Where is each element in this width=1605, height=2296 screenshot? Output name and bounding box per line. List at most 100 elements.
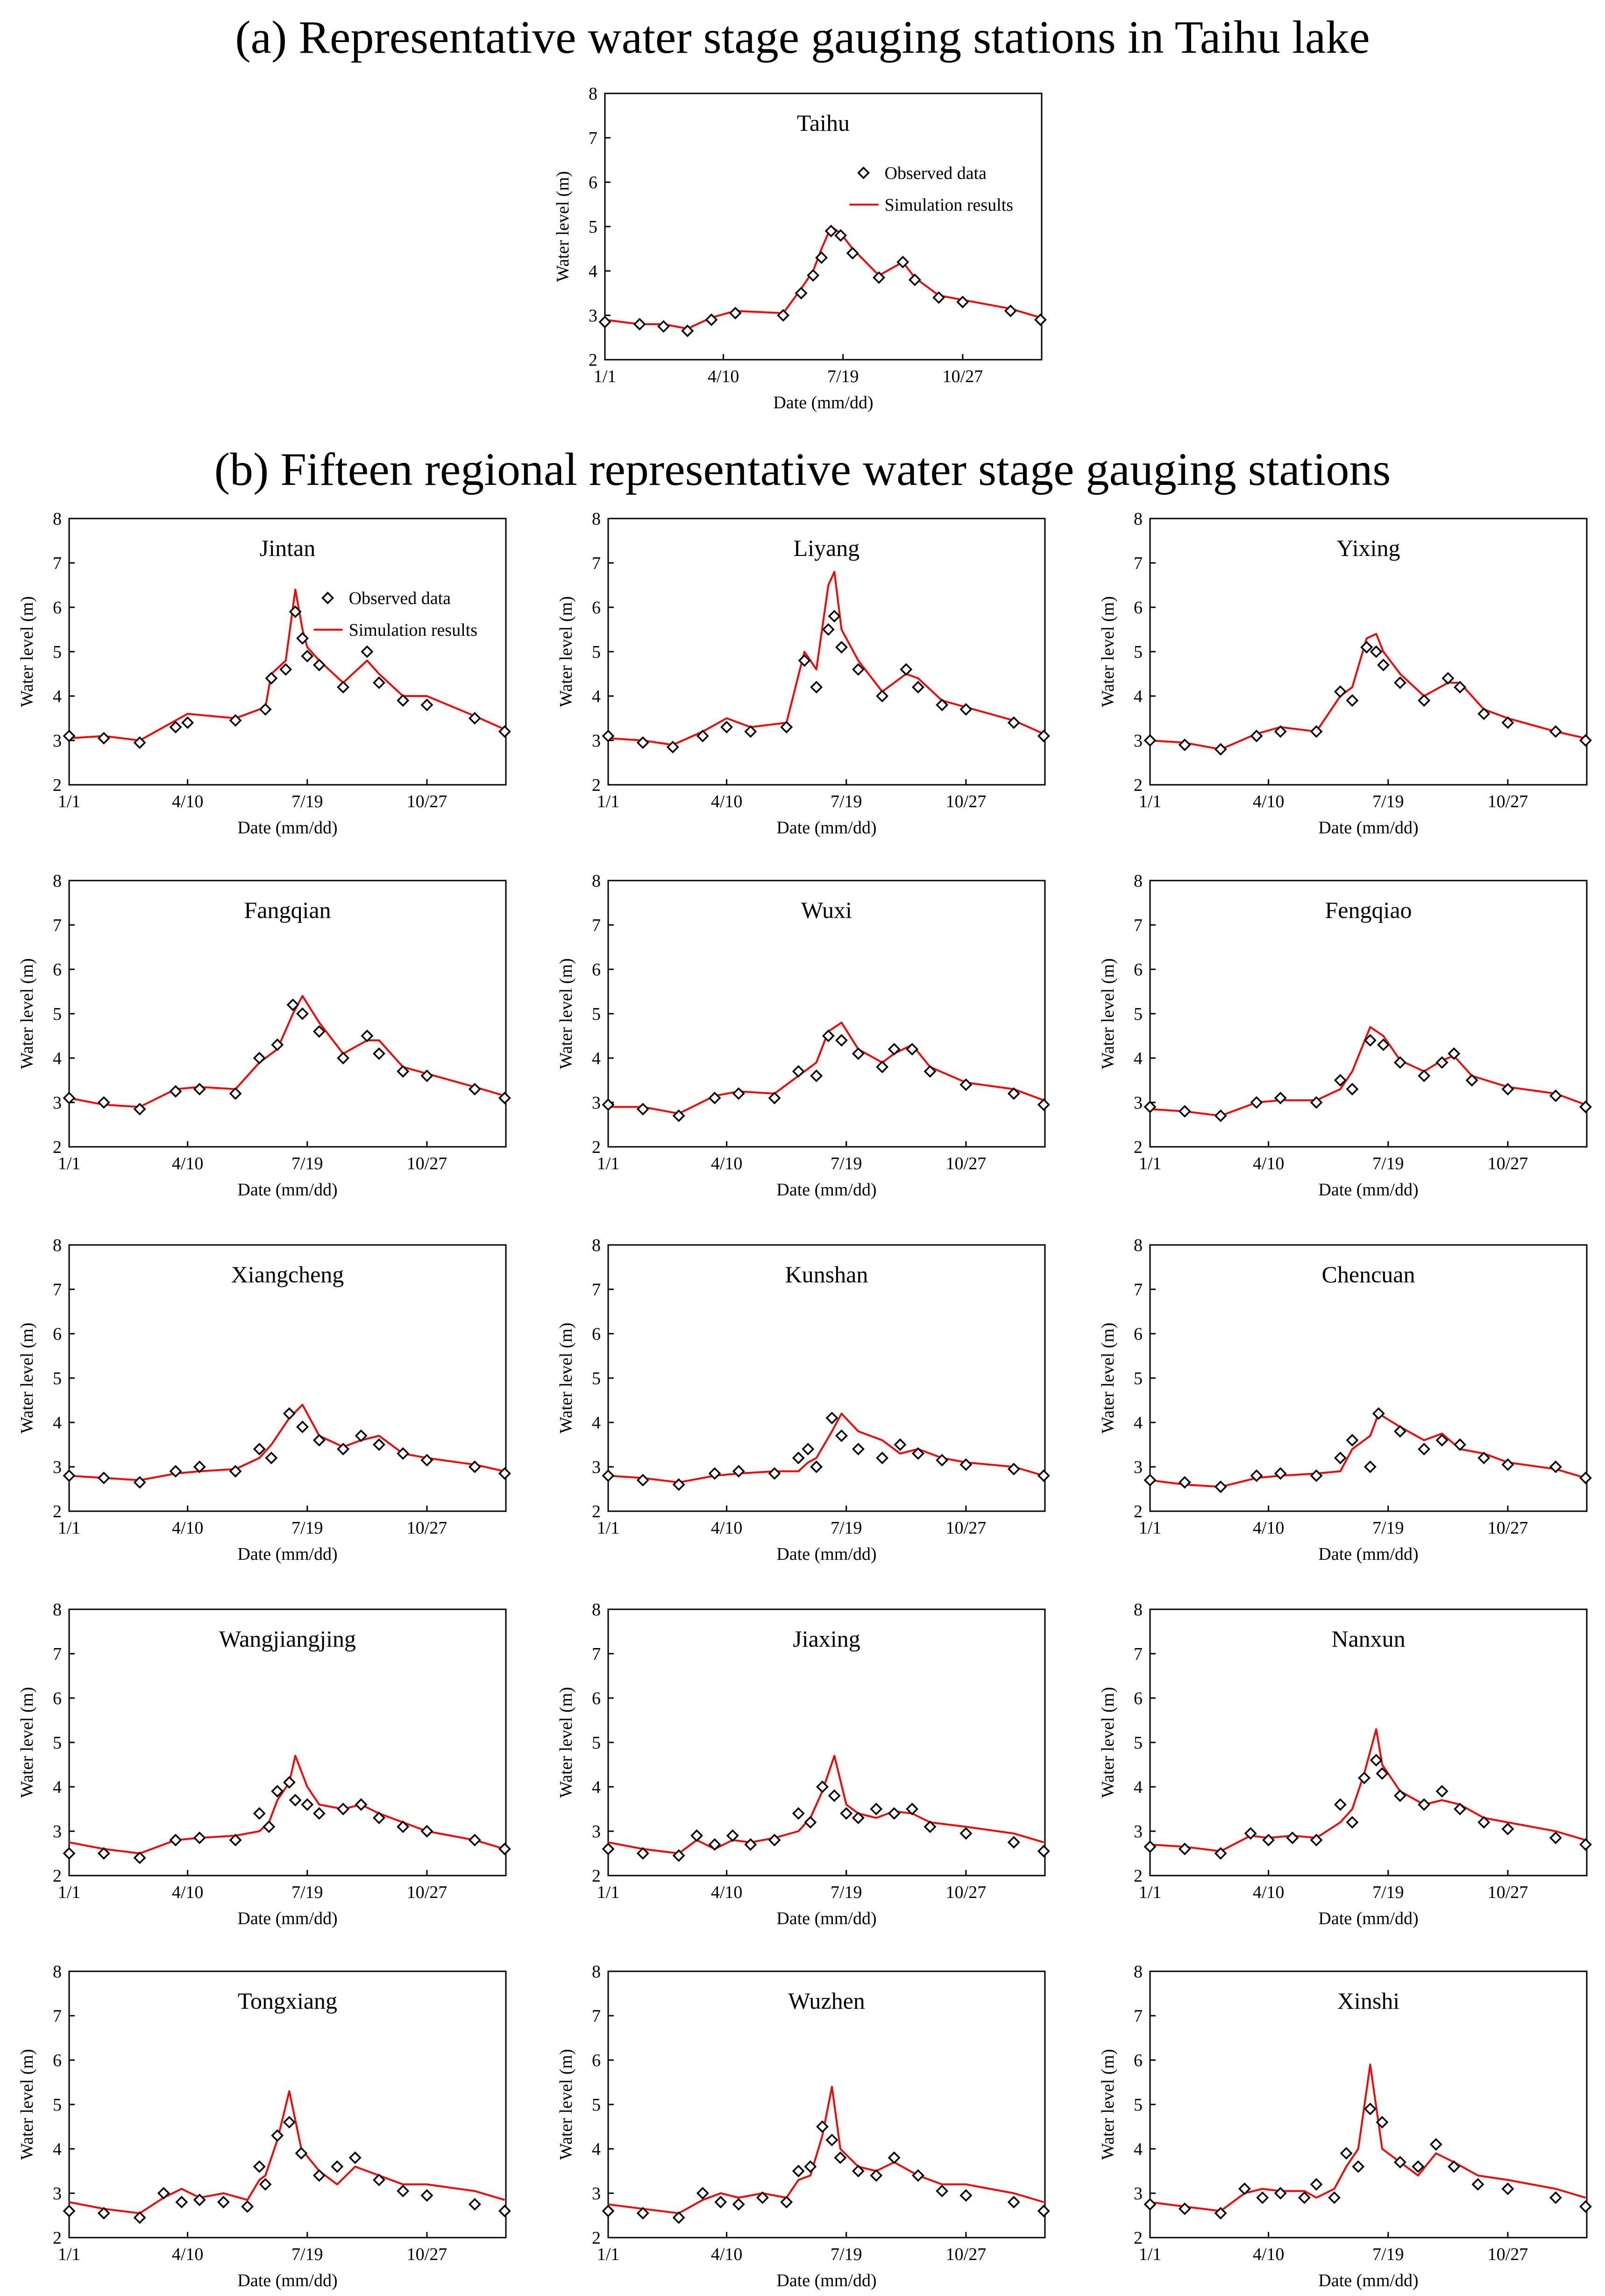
- observed-point: [468, 712, 481, 725]
- y-axis-label: Water level (m): [556, 2049, 576, 2160]
- observed-point: [169, 1085, 182, 1098]
- station-title: Jintan: [260, 535, 315, 561]
- x-tick-label: 7/19: [831, 1154, 862, 1173]
- observed-point: [888, 2151, 901, 2164]
- observed-point: [636, 1102, 649, 1116]
- observed-point: [63, 1092, 76, 1104]
- x-tick-label: 1/1: [58, 792, 81, 811]
- x-tick-label: 4/10: [172, 1154, 204, 1173]
- station-title: Tongxiang: [238, 1988, 337, 2014]
- observed-point: [1501, 2182, 1514, 2195]
- simulated-line: [608, 571, 1044, 746]
- observed-point: [1435, 1056, 1449, 1069]
- observed-point: [959, 703, 973, 716]
- station-title: Nanxun: [1331, 1626, 1405, 1652]
- observed-point: [906, 1803, 919, 1815]
- x-tick-label: 1/1: [58, 1518, 81, 1538]
- x-tick-label: 4/10: [711, 1518, 743, 1538]
- y-tick-label: 4: [592, 687, 601, 706]
- observed-point: [1178, 1105, 1191, 1118]
- observed-point: [181, 716, 194, 729]
- chart-panel-jiaxing: 2 3 4 5 6 7 8 1/1 4/10 7/19 10/27 Date (mm/dd) Water…: [556, 1600, 1050, 1928]
- observed-point: [959, 1078, 973, 1091]
- y-axis-label: Water level (m): [1098, 1322, 1118, 1433]
- y-tick-label: 3: [53, 731, 62, 751]
- y-tick-label: 5: [592, 1369, 601, 1388]
- x-tick-label: 7/19: [1372, 2245, 1404, 2264]
- observed-point: [133, 1476, 146, 1489]
- y-tick-label: 5: [1134, 1733, 1143, 1753]
- y-axis-label: Water level (m): [556, 1322, 576, 1433]
- observed-point: [253, 1052, 266, 1065]
- observed-point: [63, 1469, 76, 1482]
- observed-point: [672, 1109, 685, 1122]
- observed-point: [1477, 1451, 1491, 1464]
- x-tick-label: 10/27: [946, 1518, 987, 1538]
- observed-point: [792, 1065, 805, 1078]
- observed-point: [708, 1467, 721, 1480]
- observed-point: [1178, 2202, 1191, 2215]
- chart-panel-wangjiangjing: 2 3 4 5 6 7 8 1/1 4/10 7/19 10/27 Date (mm/dd) Water…: [17, 1600, 511, 1928]
- observed-point: [193, 2193, 206, 2206]
- y-tick-label: 6: [592, 2051, 601, 2070]
- y-tick-label: 7: [1134, 916, 1143, 935]
- observed-point: [825, 1412, 838, 1424]
- legend: Observed data Simulation results: [849, 163, 1014, 215]
- y-tick-label: 8: [592, 871, 601, 891]
- chart-panel-xinshi: 2 3 4 5 6 7 8 1/1 4/10 7/19 10/27 Date (mm/dd) Water…: [1098, 1962, 1592, 2290]
- y-tick-label: 2: [589, 350, 597, 370]
- observed-point: [792, 2165, 805, 2177]
- observed-point: [253, 2160, 266, 2173]
- observed-point: [802, 1443, 815, 1456]
- y-axis-label: Water level (m): [17, 958, 37, 1069]
- legend-simulated-label: Simulation results: [885, 195, 1014, 215]
- x-axis-label: Date (mm/dd): [776, 1909, 876, 1928]
- observed-point: [1346, 1816, 1359, 1829]
- observed-point: [828, 610, 841, 623]
- chart-panel-wuxi: 2 3 4 5 6 7 8 1/1 4/10 7/19 10/27 Date (mm/dd) Water…: [556, 871, 1050, 1200]
- observed-point: [602, 2204, 615, 2218]
- simulated-line: [608, 1022, 1044, 1115]
- y-tick-label: 6: [592, 960, 601, 980]
- observed-point: [312, 659, 326, 671]
- observed-point: [253, 1443, 266, 1456]
- observed-point: [157, 2187, 170, 2200]
- y-tick-label: 7: [592, 2006, 601, 2026]
- observed-point: [828, 1789, 841, 1802]
- observed-point: [1262, 1834, 1275, 1847]
- y-tick-label: 5: [53, 1733, 62, 1753]
- y-tick-label: 6: [53, 960, 62, 980]
- station-title: Fangqian: [244, 897, 331, 923]
- y-tick-label: 5: [1134, 1004, 1143, 1024]
- observed-point: [1310, 1834, 1323, 1847]
- observed-point: [229, 714, 242, 727]
- observed-point: [279, 663, 292, 676]
- observed-point: [795, 287, 808, 299]
- y-tick-label: 6: [592, 1689, 601, 1708]
- station-title: Kunshan: [785, 1261, 868, 1287]
- observed-point: [1256, 2191, 1269, 2204]
- x-tick-label: 10/27: [943, 367, 983, 386]
- simulated-line: [69, 1755, 505, 1855]
- observed-point: [798, 654, 811, 667]
- observed-point: [1037, 2204, 1050, 2218]
- observed-point: [1298, 2191, 1311, 2204]
- simulated-line: [608, 1413, 1044, 1484]
- observed-point: [1393, 1425, 1406, 1438]
- x-axis-label: Date (mm/dd): [776, 1544, 876, 1564]
- y-tick-label: 7: [53, 916, 62, 935]
- observed-point: [1178, 1842, 1191, 1855]
- observed-point: [936, 2184, 949, 2197]
- x-axis-label: Date (mm/dd): [776, 818, 876, 838]
- x-tick-label: 4/10: [708, 367, 739, 386]
- observed-point: [732, 2198, 745, 2211]
- observed-point: [498, 1467, 511, 1480]
- observed-point: [846, 247, 859, 260]
- y-tick-label: 5: [53, 2095, 62, 2115]
- x-tick-label: 7/19: [831, 2245, 862, 2264]
- observed-point: [908, 273, 921, 286]
- observed-point: [708, 1838, 721, 1851]
- observed-point: [1310, 1469, 1323, 1482]
- observed-point: [1453, 681, 1466, 694]
- x-tick-label: 10/27: [946, 1883, 987, 1902]
